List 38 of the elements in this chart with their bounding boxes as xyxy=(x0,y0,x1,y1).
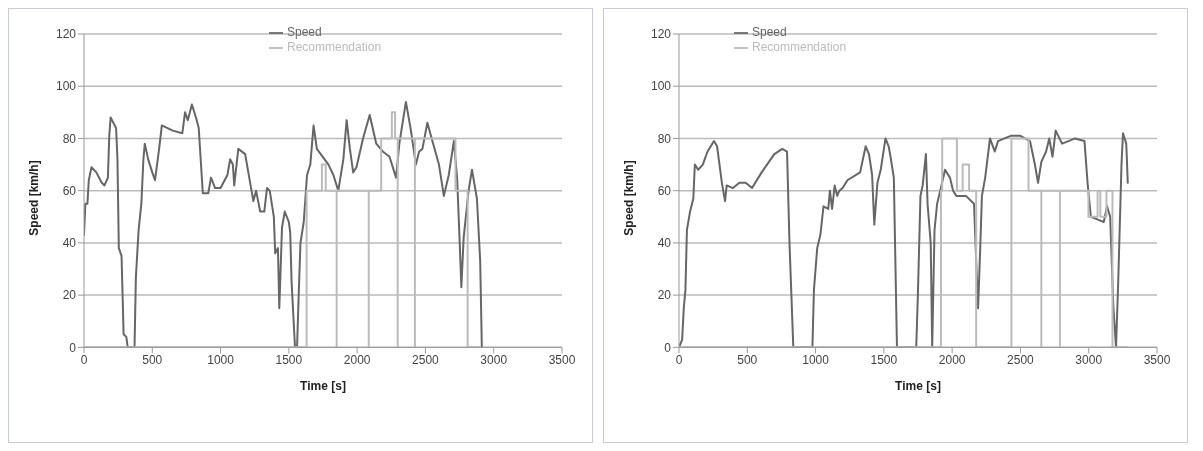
x-tick-label: 1000 xyxy=(207,352,235,367)
y-axis-title: Speed [km/h] xyxy=(622,160,637,236)
x-tick-label: 2500 xyxy=(412,352,440,367)
x-tick-label: 3000 xyxy=(480,352,508,367)
x-tick-label: 1500 xyxy=(275,352,303,367)
legend-label: Recommendation xyxy=(752,39,847,54)
x-tick-label: 1000 xyxy=(802,352,830,367)
x-axis-title: Time [s] xyxy=(895,379,941,394)
x-tick-label: 2500 xyxy=(1007,352,1035,367)
x-tick-label: 0 xyxy=(80,352,88,367)
y-tick-label: 60 xyxy=(62,183,77,198)
y-tick-label: 120 xyxy=(55,27,77,42)
y-tick-label: 0 xyxy=(664,340,672,355)
y-tick-label: 80 xyxy=(62,131,77,146)
y-tick-label: 40 xyxy=(62,236,77,251)
y-tick-label: 60 xyxy=(657,183,672,198)
legend-label: Speed xyxy=(752,25,787,39)
legend-label: Speed xyxy=(287,25,322,39)
x-tick-label: 2000 xyxy=(343,352,371,367)
y-tick-label: 40 xyxy=(657,236,672,251)
y-tick-label: 80 xyxy=(657,131,672,146)
legend-label: Recommendation xyxy=(287,39,382,54)
x-tick-label: 3500 xyxy=(1143,352,1171,367)
x-tick-label: 3000 xyxy=(1075,352,1103,367)
x-tick-label: 1500 xyxy=(870,352,898,367)
x-tick-label: 2000 xyxy=(938,352,966,367)
x-tick-label: 500 xyxy=(737,352,758,367)
x-axis-title: Time [s] xyxy=(300,379,346,394)
x-tick-label: 0 xyxy=(675,352,683,367)
x-tick-label: 3500 xyxy=(548,352,576,367)
y-tick-label: 20 xyxy=(657,288,672,303)
y-axis-title: Speed [km/h] xyxy=(27,160,42,236)
y-tick-label: 0 xyxy=(69,340,77,355)
y-tick-label: 100 xyxy=(55,79,77,94)
y-tick-label: 100 xyxy=(650,79,672,94)
x-tick-label: 500 xyxy=(142,352,163,367)
y-tick-label: 120 xyxy=(650,27,672,42)
y-tick-label: 20 xyxy=(62,288,77,303)
